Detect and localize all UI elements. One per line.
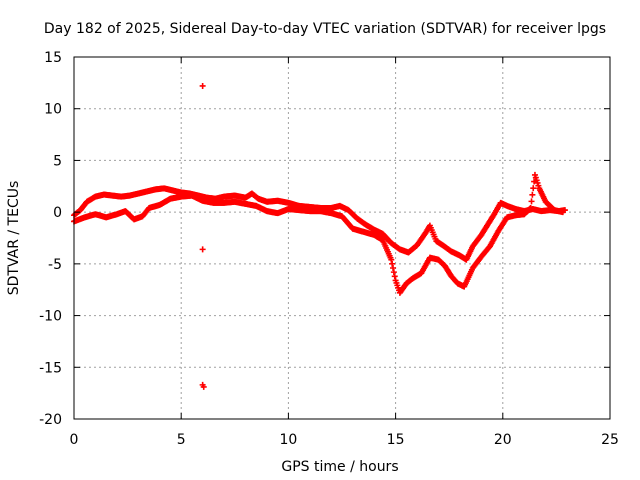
y-tick-label: -5 [48, 257, 62, 273]
x-tick-label: 15 [387, 432, 405, 448]
x-tick-label: 20 [494, 432, 512, 448]
data-points [71, 82, 568, 390]
y-tick-label: 5 [53, 153, 62, 169]
chart-title: Day 182 of 2025, Sidereal Day-to-day VTE… [44, 21, 606, 37]
data-point [529, 191, 536, 198]
outlier-point [200, 383, 207, 390]
data-point [390, 264, 397, 271]
data-point [530, 185, 537, 192]
data-point [527, 205, 534, 212]
y-tick-label: -20 [39, 412, 62, 428]
x-tick-label: 10 [279, 432, 297, 448]
data-point [389, 260, 396, 267]
y-tick-label: 0 [53, 205, 62, 221]
data-point [528, 198, 535, 205]
data-point [391, 273, 398, 280]
x-tick-label: 25 [601, 432, 619, 448]
data-point [559, 209, 566, 216]
x-tick-label: 0 [70, 432, 79, 448]
outlier-point [199, 246, 206, 253]
grid-lines [74, 57, 610, 419]
x-tick-label: 5 [177, 432, 186, 448]
y-tick-label: 15 [44, 50, 62, 66]
x-axis-label: GPS time / hours [281, 459, 398, 475]
y-tick-label: -15 [39, 360, 62, 376]
plot-frame [73, 56, 611, 420]
outlier-point [199, 82, 206, 89]
axis-ticks: 0 5 10 15 20 25 -20 -15 -10 -5 0 5 10 15 [39, 50, 619, 448]
y-tick-label: 10 [44, 102, 62, 118]
data-point [388, 256, 395, 263]
y-axis-label: SDTVAR / TECUs [6, 181, 22, 296]
y-tick-label: -10 [39, 309, 62, 325]
data-point [390, 269, 397, 276]
